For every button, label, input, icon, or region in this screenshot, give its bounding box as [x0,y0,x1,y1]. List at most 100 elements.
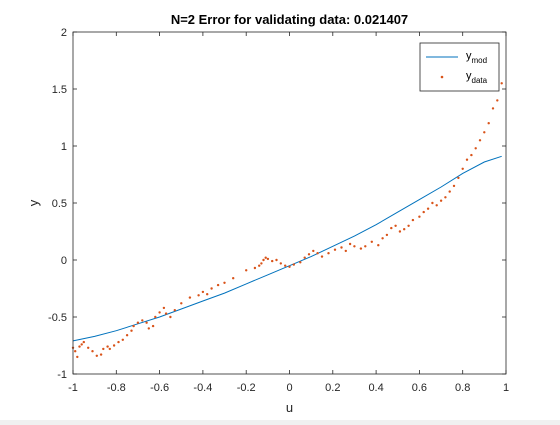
data-point [279,262,282,265]
data-point [411,218,415,222]
x-tick-label: -0.2 [237,382,256,394]
data-point [452,184,456,188]
legend-model-sub: mod [472,56,488,65]
data-point [266,257,270,261]
data-point [78,345,81,348]
data-point [91,350,94,353]
data-point [316,252,319,255]
data-point [303,256,306,259]
data-point [448,190,451,193]
data-point [461,167,464,170]
chart-title: N=2 Error for validating data: 0.021407 [171,12,408,27]
axes-layer [72,31,507,375]
data-point [312,249,315,253]
data-point [232,277,235,280]
data-point [320,255,324,258]
data-point [223,281,226,284]
data-point [82,340,86,344]
y-tick-label: -0.5 [48,312,67,324]
data-point [457,176,460,180]
data-layer [71,82,503,359]
data-point [340,246,343,249]
x-tick-label: 0.4 [368,382,383,394]
data-point [121,338,125,341]
data-point [299,261,302,264]
data-point [188,296,192,299]
legend-model-main: y [466,50,472,62]
data-point [487,122,490,125]
data-point [245,269,248,272]
data-point [483,131,486,134]
data-point [491,107,495,110]
y-tick-label: 0 [61,255,67,267]
data-point [478,139,482,142]
y-tick-label: -1 [57,369,67,381]
y-tick-label: 1 [61,141,67,153]
data-point [439,199,443,202]
data-point [348,242,352,246]
data-point [206,293,209,296]
x-axis-label: u [286,400,293,415]
data-point [99,353,103,356]
data-point [80,343,83,346]
x-tick-label: 0.6 [412,382,427,394]
data-point [381,237,384,240]
data-point [130,329,133,332]
data-point [333,248,337,251]
data-point [344,249,347,253]
data-point [364,245,367,248]
data-point [271,259,274,263]
legend-data-main: y [466,70,472,82]
y-axis-label: y [26,199,41,206]
data-point [201,290,205,294]
data-point [500,82,503,85]
x-tick-label: -0.6 [150,382,169,394]
y-tick-labels: -1 -0.5 0 0.5 1 1.5 2 [48,27,67,381]
data-point [162,306,166,310]
y-tick-label: 2 [61,27,67,39]
data-point [496,99,499,102]
data-point [284,264,287,267]
data-point [262,258,265,262]
data-point [353,245,356,248]
data-point [164,312,168,315]
data-point [169,315,172,319]
data-point [141,319,144,322]
data-point [260,262,263,265]
data-point [288,265,291,268]
data-point [407,224,410,227]
data-point [390,226,393,230]
data-point [145,321,148,324]
data-point [173,309,176,312]
data-point [76,355,79,359]
data-point [422,210,425,214]
data-point [444,196,447,199]
data-point [132,324,135,328]
data-point [394,224,397,227]
data-point [470,153,473,157]
data-point [210,287,213,290]
legend-box [419,42,500,92]
data-point [154,315,157,319]
data-point [474,147,477,150]
x-tick-label: -0.8 [107,382,126,394]
legend-model-label: ymod [466,50,487,65]
data-point [102,347,105,351]
data-point [385,233,389,237]
data-point [431,201,434,205]
data-point [108,347,112,351]
data-point [426,207,430,210]
legend: ymod ydata [419,42,500,92]
data-point [136,321,140,324]
data-point [370,240,373,243]
data-point [359,247,363,250]
data-point [95,354,99,357]
data-point [197,294,200,297]
x-tick-label: 1 [503,382,509,394]
data-point [307,253,311,256]
x-tick-labels: -1 -0.8 -0.6 -0.4 -0.2 0 0.2 0.4 0.6 0.8 1 [68,382,509,394]
legend-data-sub: data [472,76,488,85]
data-point [258,264,261,267]
